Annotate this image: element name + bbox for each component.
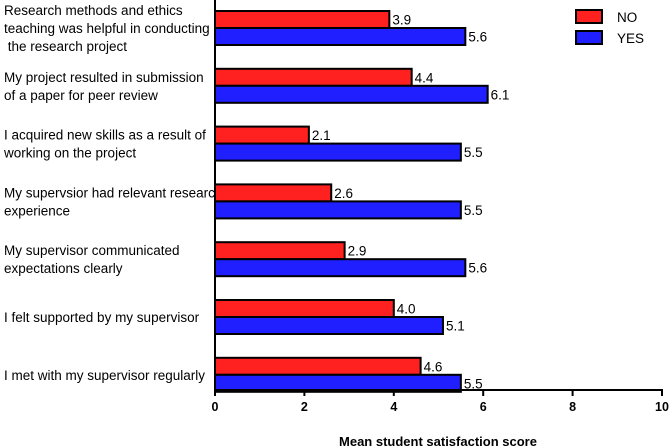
value-label: 4.0: [397, 302, 416, 317]
legend-label-yes: YES: [617, 31, 644, 46]
bar-yes: [214, 258, 467, 278]
x-tick-label: 10: [655, 400, 669, 414]
category-label: My project resulted in submission of a pa…: [4, 70, 204, 103]
category-label-line: My supervisor communicated: [4, 243, 180, 258]
value-label: 3.9: [392, 13, 411, 28]
bar-yes: [214, 200, 462, 220]
x-tick-label: 8: [569, 400, 576, 414]
x-tick-label: 4: [390, 400, 397, 414]
value-label: 2.9: [348, 244, 367, 259]
value-label: 5.5: [464, 145, 483, 160]
bars: [214, 10, 489, 393]
value-label: 4.6: [424, 359, 443, 374]
category-label-line: teaching was helpful in conducting: [4, 21, 210, 36]
value-label: 5.6: [468, 30, 487, 45]
value-labels: 3.9 5.6 4.4 6.1 2.1 5.5 2.6 5.5 2.9 5.6 4.0 5.1 4.6 5…: [312, 13, 510, 392]
legend-label-no: NO: [617, 10, 637, 25]
bar-no: [214, 67, 413, 87]
bar-yes: [214, 27, 467, 46]
value-label: 6.1: [491, 87, 510, 102]
category-label-line: My supervsior had relevant research: [4, 185, 222, 200]
value-label: 2.6: [334, 186, 353, 201]
category-label-line: experience: [4, 203, 70, 218]
category-label-line: expectations clearly: [4, 261, 123, 276]
category-label-line: of a paper for peer review: [4, 88, 158, 103]
category-label-line: I met with my supervisor regularly: [4, 368, 205, 383]
bar-yes: [214, 84, 489, 104]
bar-no: [214, 299, 395, 318]
bar-yes: [214, 316, 444, 335]
category-label: I met with my supervisor regularly: [4, 368, 205, 383]
bar-no: [214, 183, 333, 203]
value-label: 5.5: [464, 203, 483, 218]
category-label-line: I felt supported by my supervisor: [4, 310, 200, 325]
category-label: I felt supported by my supervisor: [4, 310, 200, 325]
value-label: 4.4: [415, 70, 434, 85]
bar-no: [214, 241, 346, 261]
x-axis-title: Mean student satisfaction score: [339, 434, 537, 448]
bar-no: [214, 10, 391, 29]
x-tick-label: 6: [480, 400, 487, 414]
category-label: Research methods and ethics teaching was …: [4, 3, 210, 54]
category-label: My supervisor communicated expectations c…: [4, 243, 180, 276]
value-label: 5.6: [468, 261, 487, 276]
legend: NO YES: [575, 9, 644, 46]
category-label-line: Research methods and ethics: [4, 3, 183, 18]
value-label: 5.5: [464, 376, 483, 391]
legend-swatch-yes: [575, 30, 603, 45]
x-tick-label: 0: [212, 400, 219, 414]
category-label-line: I acquired new skills as a result of: [4, 128, 206, 143]
x-tick-label: 2: [301, 400, 308, 414]
category-label-line: the research project: [4, 39, 127, 54]
category-label: I acquired new skills as a result of work…: [3, 128, 206, 161]
category-label: My supervsior had relevant research exper…: [4, 185, 222, 218]
value-label: 2.1: [312, 128, 331, 143]
bar-no: [214, 356, 422, 376]
category-label-line: My project resulted in submission: [4, 70, 204, 85]
x-axis: 0 2 4 6 8 10: [212, 0, 669, 414]
legend-swatch-no: [575, 9, 603, 24]
value-label: 5.1: [446, 319, 465, 334]
bar-no: [214, 125, 310, 145]
bar-yes: [214, 142, 462, 162]
category-label-line: working on the project: [3, 146, 136, 161]
category-labels: Research methods and ethics teaching was …: [3, 3, 222, 383]
